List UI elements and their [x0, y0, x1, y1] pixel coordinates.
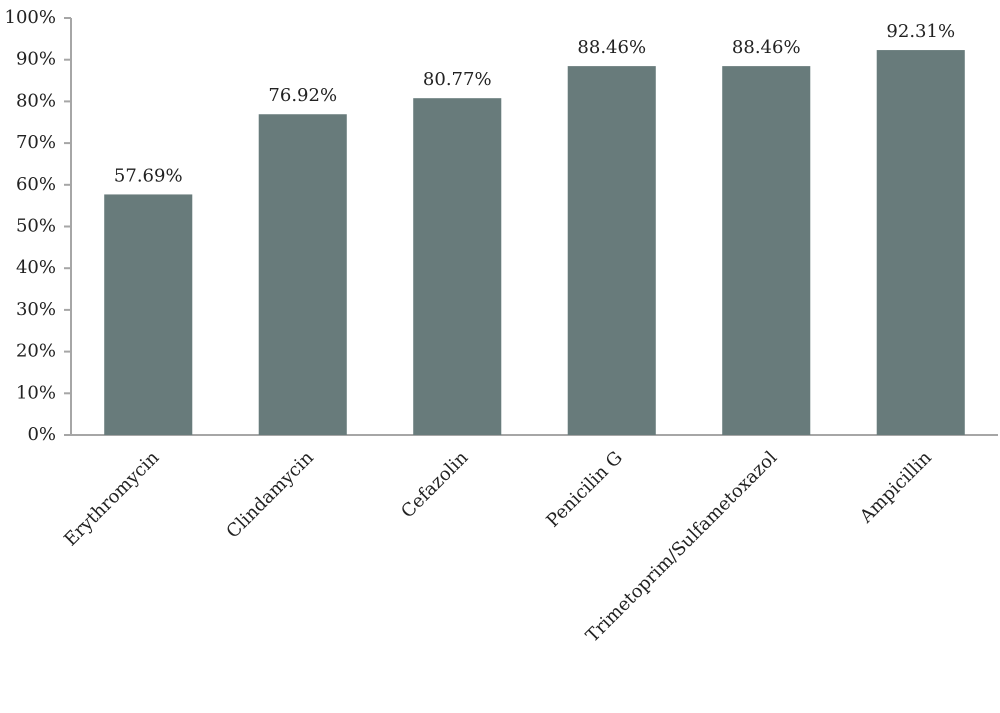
- value-label: 88.46%: [577, 37, 646, 58]
- y-tick-label: 0%: [27, 424, 56, 445]
- value-label: 76.92%: [268, 85, 337, 106]
- bar: [876, 50, 965, 436]
- y-tick-label: 70%: [16, 132, 56, 153]
- x-tick-label: Cefazolin: [397, 447, 472, 522]
- value-label: 57.69%: [114, 165, 183, 186]
- y-tick-label: 100%: [5, 7, 56, 28]
- bar: [722, 66, 811, 436]
- bar: [258, 114, 347, 436]
- y-tick-label: 30%: [16, 299, 56, 320]
- bar: [104, 194, 193, 435]
- x-tick-label: Erythromycin: [60, 447, 163, 550]
- bar: [413, 98, 502, 436]
- y-tick-label: 80%: [16, 90, 56, 111]
- y-tick-label: 50%: [16, 216, 56, 237]
- value-label: 88.46%: [732, 37, 801, 58]
- x-tick-label: Ampicillin: [855, 447, 936, 528]
- y-tick-label: 20%: [16, 341, 56, 362]
- y-tick-label: 10%: [16, 382, 56, 403]
- y-tick-label: 90%: [16, 49, 56, 70]
- value-label: 80.77%: [423, 69, 492, 90]
- x-tick-label: Clindamycin: [222, 447, 318, 543]
- x-tick-label: Penicilin G: [542, 447, 626, 531]
- bar: [567, 66, 656, 436]
- value-label: 92.31%: [886, 21, 955, 42]
- y-tick-label: 60%: [16, 174, 56, 195]
- y-tick-label: 40%: [16, 257, 56, 278]
